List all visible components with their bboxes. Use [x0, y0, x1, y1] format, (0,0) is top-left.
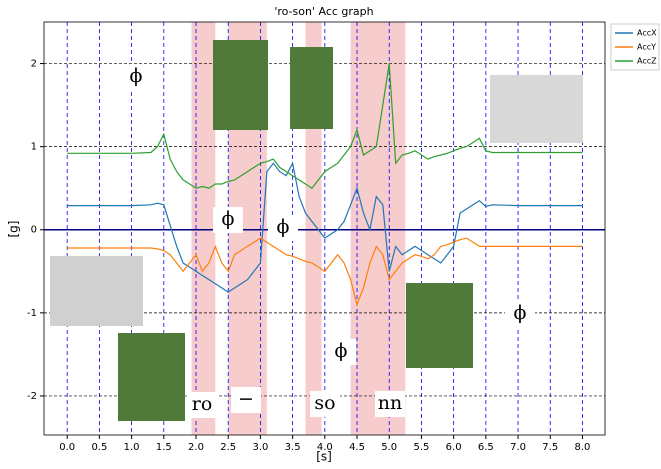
annotation-bg	[310, 391, 340, 417]
y-tick-label: 2	[31, 59, 37, 70]
x-tick-label: 5.5	[413, 442, 429, 453]
annotation: ϕ	[335, 340, 348, 362]
x-tick-label: 8.0	[575, 442, 591, 453]
annotation: nn	[378, 392, 402, 414]
legend-label: AccX	[637, 29, 657, 38]
chart-title: 'ro-son' Acc graph	[274, 5, 373, 18]
y-tick-label: 0	[31, 225, 37, 236]
annotation: ro	[192, 393, 213, 415]
photo	[118, 333, 185, 421]
annotation: ϕ	[514, 302, 527, 324]
annotation: so	[314, 392, 335, 414]
x-tick-label: 6.5	[478, 442, 494, 453]
plot-frame	[43, 21, 606, 436]
highlight-span	[350, 22, 406, 435]
x-tick-label: 1.5	[156, 442, 172, 453]
x-tick-label: 2.0	[188, 442, 204, 453]
annotation-bg	[326, 339, 356, 365]
data-line	[67, 237, 583, 307]
annotation: ϕ	[277, 216, 290, 238]
data-line	[67, 161, 583, 293]
annotation-bg	[268, 215, 298, 241]
legend-label: AccZ	[637, 57, 657, 66]
x-tick-label: 3.0	[252, 442, 268, 453]
x-tick-label: 7.5	[542, 442, 558, 453]
x-tick-label: 5.0	[381, 442, 397, 453]
annotation: ϕ	[130, 65, 143, 87]
photo	[290, 47, 333, 129]
annotation: −	[238, 388, 254, 410]
legend-label: AccY	[637, 43, 656, 52]
annotation-bg	[375, 391, 405, 417]
x-tick-label: 4.5	[349, 442, 365, 453]
annotation-bg	[187, 392, 217, 418]
y-tick-label: 1	[31, 142, 37, 153]
photo	[406, 283, 473, 368]
x-tick-label: 3.5	[285, 442, 301, 453]
x-axis-label: [s]	[316, 450, 332, 464]
photo	[490, 75, 583, 143]
photo	[50, 256, 143, 326]
x-tick-label: 4.0	[317, 442, 333, 453]
x-tick-label: 0.0	[59, 442, 75, 453]
x-tick-label: 6.0	[446, 442, 462, 453]
annotation: ϕ	[222, 208, 235, 230]
y-tick-label: -1	[27, 308, 37, 319]
annotation-bg	[213, 207, 243, 233]
annotation-bg	[505, 301, 535, 327]
annotation-bg	[121, 64, 151, 90]
annotation-bg	[231, 387, 261, 413]
highlight-span	[191, 22, 216, 435]
x-tick-label: 2.5	[220, 442, 236, 453]
photos	[50, 40, 583, 421]
x-tick-label: 7.0	[510, 442, 526, 453]
photo	[213, 40, 268, 130]
y-tick-label: -2	[27, 391, 37, 402]
data-line	[67, 63, 583, 190]
x-tick-label: 1.0	[124, 442, 140, 453]
x-tick-label: 0.5	[91, 442, 107, 453]
y-axis-label: [g]	[7, 221, 21, 238]
